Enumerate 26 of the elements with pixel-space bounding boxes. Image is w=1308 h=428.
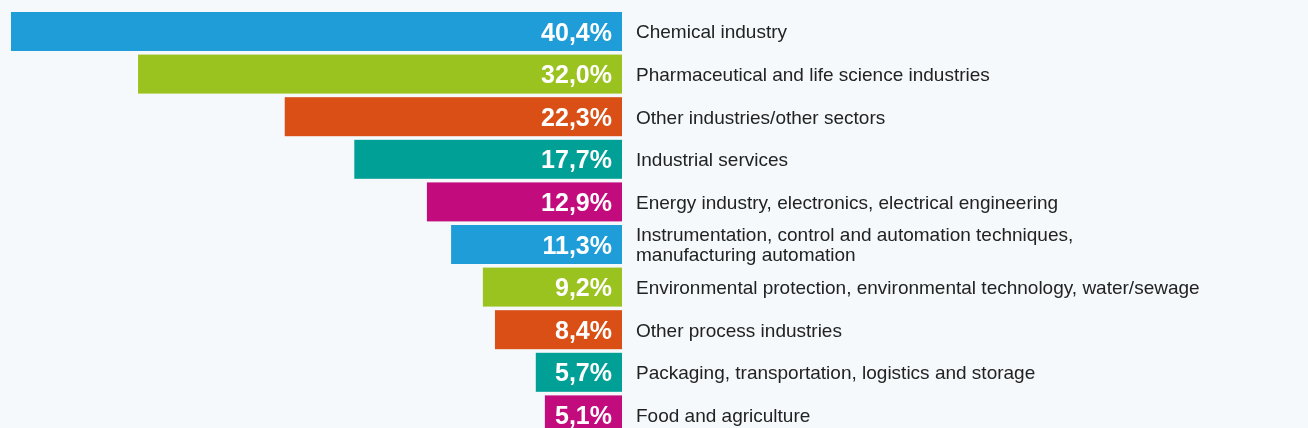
bar [11,12,622,51]
data-label: 5,7% [555,358,612,387]
y-tick-label: Pharmaceutical and life science industries [636,63,990,85]
data-label: 5,1% [555,400,612,428]
y-tick-label: Food and agriculture [636,404,811,426]
y-tick-label: Industrial services [636,149,789,171]
data-label: 22,3% [541,102,612,131]
bar [138,54,622,94]
y-tick-label: Instrumentation, control and automation techniques, manufacturing automation [636,224,1074,266]
y-tick-label: Other process industries [636,319,842,341]
data-label: 17,7% [541,145,612,174]
y-tick-label: Energy industry, electronics, electrical engineering [636,191,1059,213]
bar [284,97,622,137]
data-label: 11,3% [542,230,612,259]
data-label: 9,2% [555,273,612,302]
data-label: 32,0% [541,60,612,89]
y-tick-label: Environmental protection, environmental technology, water/sewage [636,276,1200,298]
y-tick-label: Other industries/other sectors [636,106,886,128]
bar [426,182,622,222]
bar [451,225,622,264]
data-label: 40,4% [541,17,612,46]
y-tick-label: Packaging, transportation, logistics and storage [636,362,1036,384]
data-label: 8,4% [555,315,612,344]
bar [354,139,622,179]
data-label: 12,9% [541,187,612,216]
y-tick-label: Chemical industry [636,21,788,43]
